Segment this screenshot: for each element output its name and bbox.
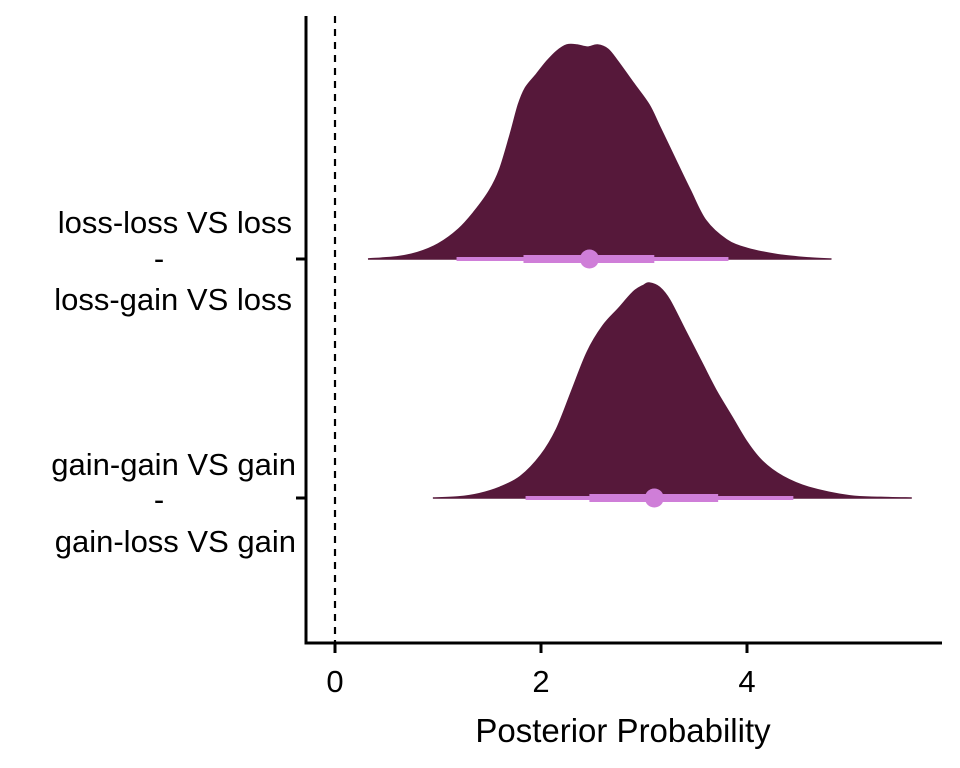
x-tick-label-3: 4: [738, 664, 755, 699]
plot-area: [333, 16, 912, 643]
category-labels: loss-loss VS loss - loss-gain VS loss ga…: [51, 205, 296, 559]
category-2-separator: -: [154, 482, 164, 517]
x-tick-label-2: 2: [532, 664, 549, 699]
axes: 0 2 4: [296, 16, 942, 699]
category-2-line2: gain-loss VS gain: [55, 524, 296, 559]
density-area-1: [367, 43, 832, 260]
series-layer: [367, 43, 912, 508]
series-1: [367, 43, 832, 269]
x-ticks: 0 2 4: [326, 643, 756, 699]
median-point-2: [644, 488, 664, 508]
category-1-separator: -: [154, 241, 164, 276]
category-2-line1: gain-gain VS gain: [51, 447, 296, 482]
x-axis-title: Posterior Probability: [475, 712, 771, 749]
category-1-line2: loss-gain VS loss: [54, 282, 292, 317]
category-label-2: gain-gain VS gain - gain-loss VS gain: [51, 447, 296, 559]
category-1-line1: loss-loss VS loss: [58, 205, 292, 240]
median-point-1: [579, 249, 599, 269]
series-2: [432, 282, 912, 508]
category-label-1: loss-loss VS loss - loss-gain VS loss: [54, 205, 292, 317]
y-ticks: [296, 257, 306, 500]
density-area-2: [432, 282, 912, 499]
x-tick-label-1: 0: [326, 664, 343, 699]
